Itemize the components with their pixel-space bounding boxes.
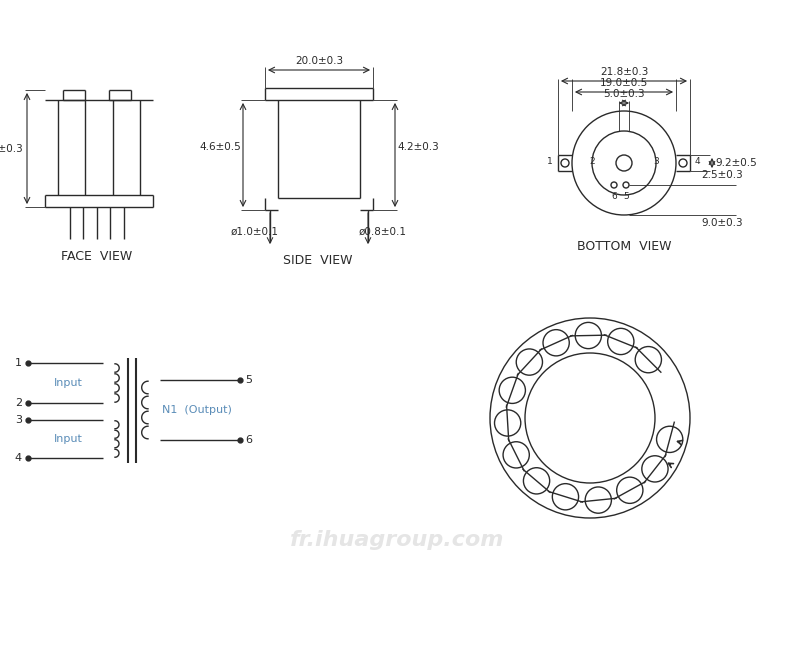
Text: 3: 3 (653, 157, 659, 165)
Text: 20.0±0.3: 20.0±0.3 (295, 56, 343, 66)
Text: ø1.0±0.1: ø1.0±0.1 (231, 227, 279, 237)
Text: 5.0±0.3: 5.0±0.3 (603, 89, 645, 99)
Text: 1: 1 (15, 358, 22, 368)
Text: 4.6±0.5: 4.6±0.5 (199, 142, 241, 152)
Text: 2: 2 (589, 157, 595, 165)
Text: 21.8±0.3: 21.8±0.3 (600, 67, 648, 77)
Text: 2.5±0.3: 2.5±0.3 (701, 170, 743, 180)
Text: FACE  VIEW: FACE VIEW (61, 251, 132, 264)
Text: 5: 5 (245, 375, 252, 385)
Text: 7.5±0.3: 7.5±0.3 (0, 143, 23, 154)
Text: 1: 1 (547, 157, 553, 165)
Text: 2: 2 (15, 398, 22, 408)
Text: fr.ihuagroup.com: fr.ihuagroup.com (289, 530, 504, 550)
Text: N1  (Output): N1 (Output) (162, 405, 232, 415)
Text: 6: 6 (611, 192, 617, 201)
Text: 4: 4 (695, 157, 701, 165)
Text: ø0.8±0.1: ø0.8±0.1 (359, 227, 407, 237)
Text: 4.2±0.3: 4.2±0.3 (397, 142, 439, 152)
Text: 5: 5 (623, 192, 629, 201)
Text: SIDE  VIEW: SIDE VIEW (283, 253, 353, 266)
Text: 19.0±0.5: 19.0±0.5 (600, 78, 648, 88)
Text: Input: Input (54, 434, 82, 444)
Text: BOTTOM  VIEW: BOTTOM VIEW (577, 240, 671, 253)
Text: Input: Input (54, 378, 82, 388)
Text: 6: 6 (245, 435, 252, 445)
Text: 9.2±0.5: 9.2±0.5 (715, 158, 757, 168)
Text: 9.0±0.3: 9.0±0.3 (701, 218, 742, 228)
Text: 3: 3 (15, 415, 22, 425)
Text: 4: 4 (15, 453, 22, 463)
